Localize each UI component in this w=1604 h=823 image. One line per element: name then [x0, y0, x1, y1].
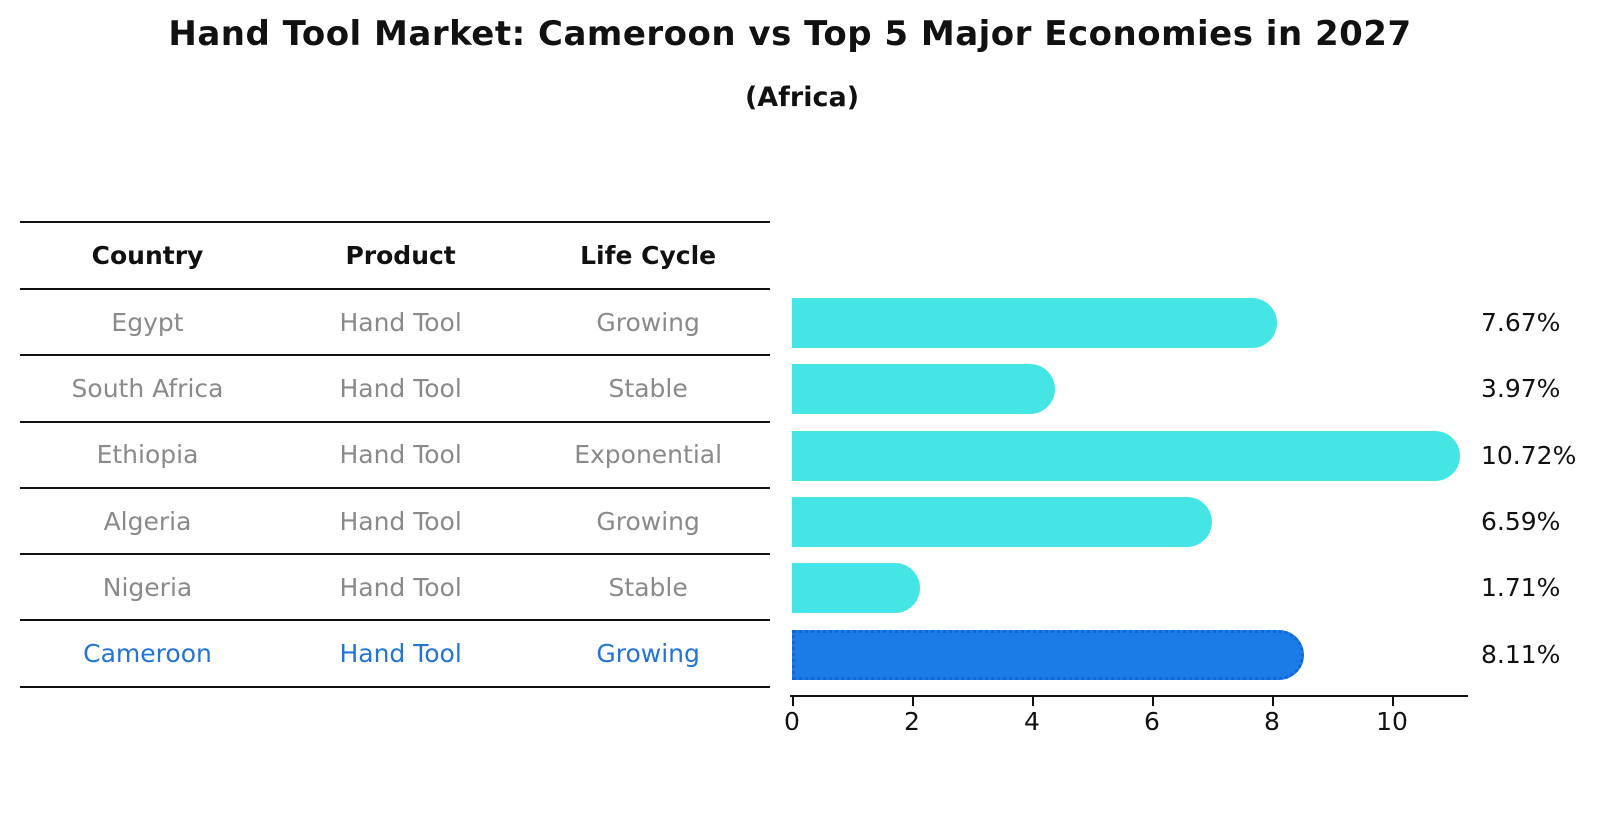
value-label-ethiopia: 10.72% [1481, 440, 1577, 470]
x-axis-line [790, 695, 1468, 697]
column-header-life-cycle: Life Cycle [580, 241, 717, 270]
bar-algeria [792, 496, 1213, 547]
x-tick-mark [1152, 697, 1154, 706]
table-row-algeria: Algeria Hand Tool Growing [20, 489, 770, 556]
country-table: Country Product Life Cycle Egypt Hand Too… [20, 221, 770, 688]
column-header-product: Product [345, 241, 456, 270]
table-row-south-africa: South Africa Hand Tool Stable [20, 356, 770, 423]
x-tick-mark [792, 697, 794, 706]
x-tick-mark [1392, 697, 1394, 706]
cell-product: Hand Tool [339, 572, 462, 602]
bar-nigeria [792, 563, 920, 614]
cell-product: Hand Tool [339, 639, 462, 669]
cell-life_cycle: Growing [596, 307, 700, 337]
value-label-nigeria: 1.71% [1481, 573, 1561, 603]
table-body: Egypt Hand Tool Growing South Africa Hand To… [20, 290, 770, 688]
cell-country: Nigeria [102, 572, 193, 602]
x-tick-label: 2 [904, 707, 920, 736]
table-header-row: Country Product Life Cycle [20, 223, 770, 290]
x-tick-label: 6 [1144, 707, 1160, 736]
x-tick-label: 8 [1264, 707, 1280, 736]
cell-country: Ethiopia [96, 440, 199, 470]
column-header-country: Country [91, 241, 204, 270]
bar-ethiopia [792, 430, 1461, 481]
value-label-cameroon: 8.11% [1481, 639, 1561, 669]
chart-title: Hand Tool Market: Cameroon vs Top 5 Majo… [168, 14, 1412, 54]
cell-country: Cameroon [83, 639, 212, 669]
x-tick-mark [1032, 697, 1034, 706]
chart-subtitle: (Africa) [744, 82, 860, 113]
x-tick-label: 10 [1376, 707, 1408, 736]
table-row-cameroon: Cameroon Hand Tool Growing [20, 621, 770, 688]
x-tick-mark [912, 697, 914, 706]
cell-product: Hand Tool [339, 440, 462, 470]
value-label-algeria: 6.59% [1481, 506, 1561, 536]
cell-life_cycle: Growing [596, 639, 700, 669]
x-tick-label: 0 [784, 707, 800, 736]
table-row-egypt: Egypt Hand Tool Growing [20, 290, 770, 357]
table-row-nigeria: Nigeria Hand Tool Stable [20, 555, 770, 622]
value-label-egypt: 7.67% [1481, 308, 1561, 337]
value-label-south-africa: 3.97% [1481, 374, 1561, 404]
cell-life_cycle: Stable [608, 572, 688, 602]
table-row-ethiopia: Ethiopia Hand Tool Exponential [20, 423, 770, 489]
cell-product: Hand Tool [339, 506, 462, 536]
bar-south-africa [792, 364, 1056, 415]
bar-cameroon [792, 629, 1304, 680]
cell-life_cycle: Stable [608, 373, 688, 403]
cell-life_cycle: Exponential [574, 440, 723, 470]
x-tick-label: 4 [1024, 707, 1040, 736]
cell-country: Egypt [111, 307, 184, 337]
cell-product: Hand Tool [339, 307, 462, 337]
x-tick-mark [1272, 697, 1274, 706]
cell-country: Algeria [103, 506, 192, 536]
cell-life_cycle: Growing [596, 506, 700, 536]
bar-egypt [792, 298, 1278, 348]
cell-country: South Africa [71, 373, 224, 403]
cell-product: Hand Tool [339, 373, 462, 403]
